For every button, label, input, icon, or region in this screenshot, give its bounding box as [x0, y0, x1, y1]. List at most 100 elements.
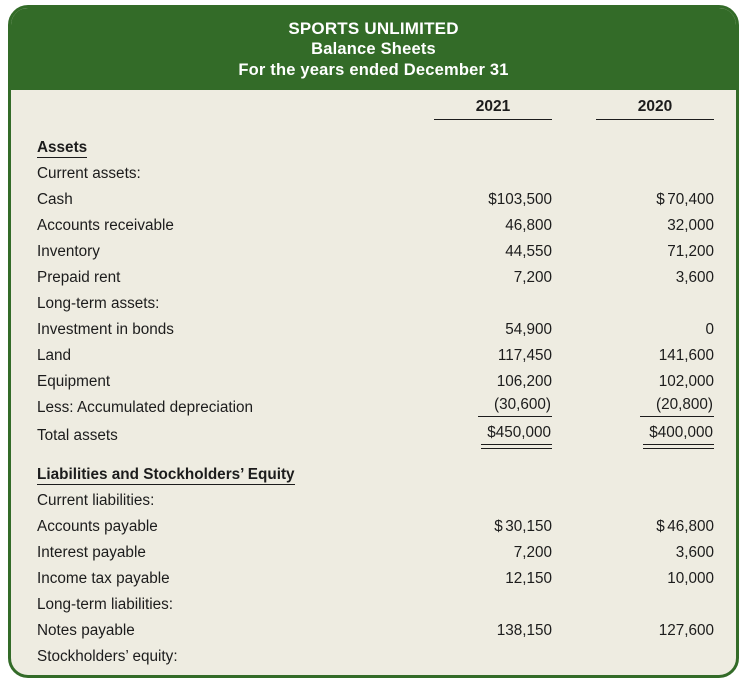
empty-amount — [596, 588, 714, 614]
column-header-2020-label: 2020 — [596, 98, 714, 120]
row-2020-inventory: 71,200 — [667, 243, 714, 260]
row-2020-common-stock: 144,000 — [596, 666, 714, 675]
table-row: Interest payable 7,200 3,600 — [37, 536, 714, 562]
row-2021-common-stock: 144,000 — [434, 666, 552, 675]
empty-amount — [596, 131, 714, 157]
row-2020-income-tax-payable: 10,000 — [667, 570, 714, 587]
assets-heading-row: Assets — [37, 131, 714, 158]
gap-cell — [552, 157, 596, 183]
column-header-row: 2021 2020 — [37, 90, 714, 122]
row-2021-cash: $103,500 — [488, 191, 552, 208]
gap-cell — [552, 261, 596, 287]
gap-cell — [390, 235, 434, 261]
row-2020-accounts-receivable: 32,000 — [667, 217, 714, 234]
gap-cell — [390, 261, 434, 287]
stockholders-equity-heading-label: Stockholders’ equity: — [37, 648, 178, 665]
assets-heading-label: Assets — [37, 139, 88, 158]
row-2021-inventory: 44,550 — [505, 243, 552, 260]
gap-cell — [552, 131, 596, 157]
row-2020-accounts-payable-value: 46,800 — [667, 518, 714, 535]
row-2021-land: 117,450 — [497, 347, 552, 364]
empty-amount — [596, 287, 714, 313]
gap-cell — [552, 458, 596, 484]
row-label-accounts-payable: Accounts payable — [37, 518, 158, 535]
gap-cell — [390, 287, 434, 313]
currency-group: $70,400 — [656, 191, 714, 209]
row-2020-cash-value: 70,400 — [667, 191, 714, 208]
liabilities-equity-heading-row: Liabilities and Stockholders’ Equity — [37, 458, 714, 485]
row-2020-notes-payable: 127,600 — [658, 622, 714, 639]
gap-cell — [552, 313, 596, 339]
empty-amount — [596, 484, 714, 510]
row-2021-accounts-receivable: 46,800 — [505, 217, 552, 234]
row-label-equipment: Equipment — [37, 373, 111, 390]
row-2021-equipment: 106,200 — [496, 373, 552, 390]
row-2021-income-tax-payable: 12,150 — [505, 570, 552, 587]
gap-cell — [390, 365, 434, 391]
row-label-cash: Cash — [37, 191, 73, 208]
balance-sheet-table: 2021 2020 Assets — [37, 90, 714, 675]
liabilities-equity-heading-cell: Liabilities and Stockholders’ Equity — [37, 458, 390, 485]
gap-cell — [390, 391, 434, 417]
row-2021-prepaid-rent: 7,200 — [513, 269, 552, 286]
row-label-investment-in-bonds: Investment in bonds — [37, 321, 174, 338]
gap-cell — [390, 510, 434, 536]
currency-symbol: $ — [656, 191, 665, 208]
gap-cell — [390, 484, 434, 510]
gap-cell — [552, 90, 596, 122]
table-row: Common stock 144,000 144,000 — [37, 666, 714, 675]
table-row: Income tax payable 12,150 10,000 — [37, 562, 714, 588]
row-2020-investment-in-bonds: 0 — [705, 321, 714, 338]
gap-cell — [390, 588, 434, 614]
row-2020-interest-payable: 3,600 — [675, 544, 714, 561]
gap-cell — [552, 391, 596, 417]
gap-cell — [552, 562, 596, 588]
total-assets-row: Total assets $450,000 $400,000 — [37, 417, 714, 449]
company-name: SPORTS UNLIMITED — [288, 19, 459, 38]
table-row: Accounts receivable 46,800 32,000 — [37, 209, 714, 235]
row-label-interest-payable: Interest payable — [37, 544, 146, 561]
gap-cell — [552, 417, 596, 445]
column-header-2021: 2021 — [434, 90, 552, 122]
stockholders-equity-heading-row: Stockholders’ equity: — [37, 640, 714, 666]
gap-cell — [552, 588, 596, 614]
row-2021-accounts-payable-value: 30,150 — [505, 518, 552, 535]
row-2020-accumulated-depreciation: (20,800) — [596, 391, 714, 417]
currency-group: $46,800 — [656, 518, 714, 536]
row-label-prepaid-rent: Prepaid rent — [37, 269, 121, 286]
statement-header: SPORTS UNLIMITED Balance Sheets For the … — [11, 8, 736, 90]
currency-symbol: $ — [656, 518, 665, 535]
column-header-2021-label: 2021 — [434, 98, 552, 120]
gap-cell — [390, 640, 434, 666]
gap-cell — [390, 131, 434, 157]
row-2021-accumulated-depreciation-value: (30,600) — [478, 396, 552, 417]
table-row: Land 117,450 141,600 — [37, 339, 714, 365]
row-2021-total-assets: $450,000 — [434, 417, 552, 449]
gap-cell — [390, 183, 434, 209]
gap-cell — [552, 287, 596, 313]
row-2021-accumulated-depreciation: (30,600) — [434, 391, 552, 417]
gap-cell — [552, 339, 596, 365]
table-row: Investment in bonds 54,900 0 — [37, 313, 714, 339]
gap-cell — [390, 614, 434, 640]
gap-cell — [552, 365, 596, 391]
empty-amount — [596, 640, 714, 666]
gap-cell — [552, 484, 596, 510]
section-gap-row — [37, 445, 714, 458]
table-row: Prepaid rent 7,200 3,600 — [37, 261, 714, 287]
table-row: Less: Accumulated depreciation (30,600) … — [37, 391, 714, 417]
long-term-assets-heading-row: Long-term assets: — [37, 287, 714, 313]
empty-amount — [434, 131, 552, 157]
gap-cell — [390, 313, 434, 339]
row-label-accounts-receivable: Accounts receivable — [37, 217, 174, 234]
row-2020-total-assets: $400,000 — [596, 417, 714, 449]
row-2020-cash: $70,400 — [596, 183, 714, 209]
long-term-liabilities-heading-label: Long-term liabilities: — [37, 596, 174, 613]
row-2021-total-assets-value: $450,000 — [481, 424, 552, 449]
empty-amount — [596, 157, 714, 183]
empty-amount — [434, 484, 552, 510]
header-spacer-row — [37, 122, 714, 131]
current-liabilities-heading-label: Current liabilities: — [37, 492, 155, 509]
assets-heading-cell: Assets — [37, 131, 390, 158]
balance-sheet-card: SPORTS UNLIMITED Balance Sheets For the … — [8, 5, 739, 678]
